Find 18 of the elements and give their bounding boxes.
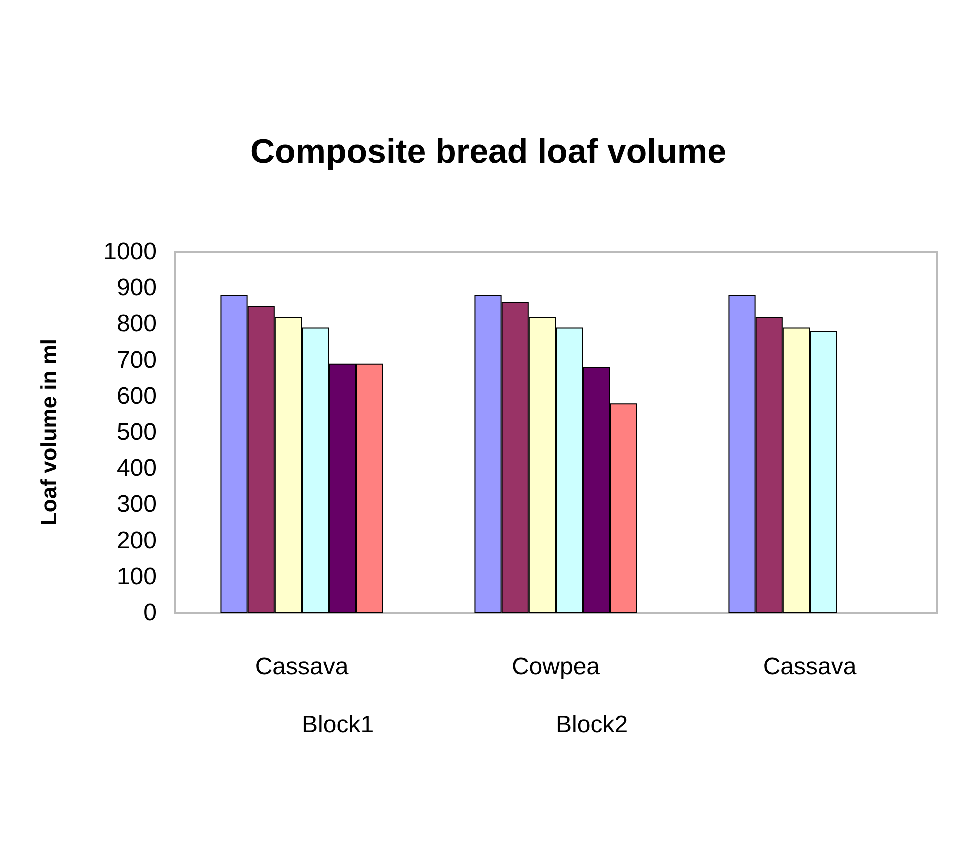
y-tick-label: 500 [116, 419, 157, 446]
x-tick-label: Cassava [255, 654, 350, 680]
y-tick-label: 600 [116, 382, 157, 410]
y-tick-label: 400 [116, 455, 157, 482]
y-tick-label: 200 [116, 527, 157, 554]
y-tick-label: 0 [144, 600, 157, 626]
y-tick-label: 800 [116, 310, 157, 338]
y-tick-label: 100 [116, 563, 157, 590]
y-tick-label: 900 [116, 274, 157, 302]
chart-title: Composite bread loaf volume [250, 133, 727, 171]
y-tick-label: 700 [116, 346, 157, 374]
text: Block2 [556, 712, 628, 738]
y-axis-title: Loaf volume in ml [36, 338, 62, 526]
x-tick-label: Cowpea [512, 654, 601, 680]
y-tick-label: 1000 [104, 238, 157, 266]
y-tick-label: 300 [116, 491, 157, 518]
x-tick-label: Cassava [763, 654, 858, 680]
text: Block1 [302, 712, 374, 738]
